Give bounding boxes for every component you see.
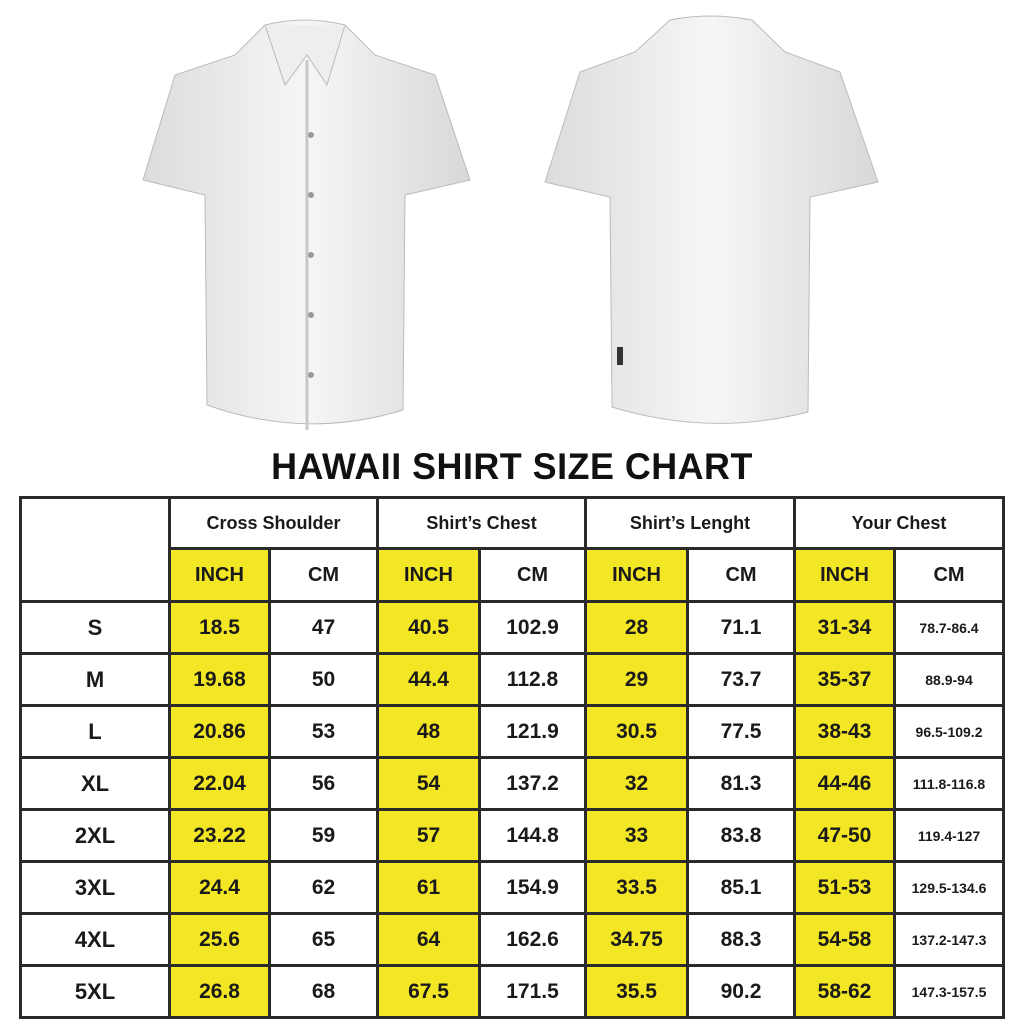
table-cell: 32 [584,756,690,811]
table-cell: 31-34 [793,600,897,655]
table-row: 5XL 26.8 68 67.5 171.5 35.5 90.2 58-62 147.3-157… [19,964,1006,1019]
table-cell: 44-46 [793,756,897,811]
table-cell: 50 [268,652,379,707]
table-cell: 96.5-109.2 [893,704,1006,759]
table-cell: 54 [376,756,481,811]
unit-header-cm: CM [268,547,379,603]
size-label: S [19,600,171,655]
table-cell: 64 [376,912,481,967]
table-cell: 58-62 [793,964,897,1019]
table-cell: 71.1 [686,600,797,655]
unit-header-inch: INCH [584,547,690,603]
table-cell: 68 [268,964,379,1019]
table-cell: 162.6 [477,912,588,967]
table-row: L 20.86 53 48 121.9 30.5 77.5 38-43 96.5-109.2 [19,704,1006,759]
table-cell: 88.3 [686,912,797,967]
page-title: HAWAII SHIRT SIZE CHART [271,446,753,487]
unit-header-inch: INCH [376,547,481,603]
table-row: 2XL 23.22 59 57 144.8 33 83.8 47-50 119.4-127 [19,808,1006,863]
table-cell: 59 [268,808,379,863]
table-cell: 54-58 [793,912,897,967]
unit-header-cm: CM [477,547,588,603]
table-row: 3XL 24.4 62 61 154.9 33.5 85.1 51-53 129.5-134.6 [19,860,1006,915]
table-cell: 19.68 [168,652,271,707]
table-cell: 24.4 [168,860,271,915]
size-label: 4XL [19,912,171,967]
table-cell: 121.9 [477,704,588,759]
table-row: XL 22.04 56 54 137.2 32 81.3 44-46 111.8-116.8 [19,756,1006,811]
table-cell: 38-43 [793,704,897,759]
table-cell: 85.1 [686,860,797,915]
table-cell: 44.4 [376,652,481,707]
table-cell: 47-50 [793,808,897,863]
table-cell: 119.4-127 [893,808,1006,863]
table-cell: 111.8-116.8 [893,756,1006,811]
size-label: M [19,652,171,707]
table-cell: 171.5 [477,964,588,1019]
table-cell: 61 [376,860,481,915]
unit-header-inch: INCH [793,547,897,603]
size-chart-table: Cross Shoulder Shirt’s Chest Shirt’s Len… [19,496,1006,1019]
table-cell: 20.86 [168,704,271,759]
table-cell: 23.22 [168,808,271,863]
table-cell: 129.5-134.6 [893,860,1006,915]
table-cell: 77.5 [686,704,797,759]
size-label: XL [19,756,171,811]
table-cell: 29 [584,652,690,707]
table-cell: 88.9-94 [893,652,1006,707]
group-header: Shirt’s Lenght [584,496,797,550]
table-cell: 147.3-157.5 [893,964,1006,1019]
table-cell: 102.9 [477,600,588,655]
corner-cell [19,496,171,603]
size-label: 2XL [19,808,171,863]
table-row: S 18.5 47 40.5 102.9 28 71.1 31-34 78.7-86.4 [19,600,1006,655]
table-cell: 22.04 [168,756,271,811]
table-cell: 26.8 [168,964,271,1019]
table-cell: 137.2 [477,756,588,811]
table-cell: 53 [268,704,379,759]
size-label: 3XL [19,860,171,915]
table-cell: 83.8 [686,808,797,863]
table-cell: 40.5 [376,600,481,655]
table-cell: 57 [376,808,481,863]
table-cell: 35.5 [584,964,690,1019]
group-header: Cross Shoulder [168,496,379,550]
table-cell: 33 [584,808,690,863]
table-cell: 67.5 [376,964,481,1019]
table-cell: 65 [268,912,379,967]
table-cell: 56 [268,756,379,811]
table-cell: 35-37 [793,652,897,707]
unit-header-cm: CM [686,547,797,603]
table-cell: 51-53 [793,860,897,915]
table-cell: 78.7-86.4 [893,600,1006,655]
table-cell: 25.6 [168,912,271,967]
shirt-front-image [142,19,471,430]
size-label: 5XL [19,964,171,1019]
size-label: L [19,704,171,759]
table-cell: 144.8 [477,808,588,863]
shirt-back-image [544,15,879,424]
table-cell: 18.5 [168,600,271,655]
table-cell: 137.2-147.3 [893,912,1006,967]
table-cell: 33.5 [584,860,690,915]
table-cell: 73.7 [686,652,797,707]
unit-header-cm: CM [893,547,1006,603]
table-cell: 48 [376,704,481,759]
table-cell: 112.8 [477,652,588,707]
table-cell: 28 [584,600,690,655]
table-cell: 34.75 [584,912,690,967]
group-header: Shirt’s Chest [375,496,588,550]
table-cell: 81.3 [686,756,797,811]
table-row: M 19.68 50 44.4 112.8 29 73.7 35-37 88.9-94 [19,652,1006,707]
table-cell: 62 [268,860,379,915]
table-cell: 154.9 [477,860,588,915]
unit-header-inch: INCH [168,547,271,603]
table-cell: 90.2 [686,964,797,1019]
table-cell: 30.5 [584,704,690,759]
table-row: 4XL 25.6 65 64 162.6 34.75 88.3 54-58 137.2-147.… [19,912,1006,967]
table-cell: 47 [268,600,379,655]
group-header: Your Chest [793,496,1006,550]
